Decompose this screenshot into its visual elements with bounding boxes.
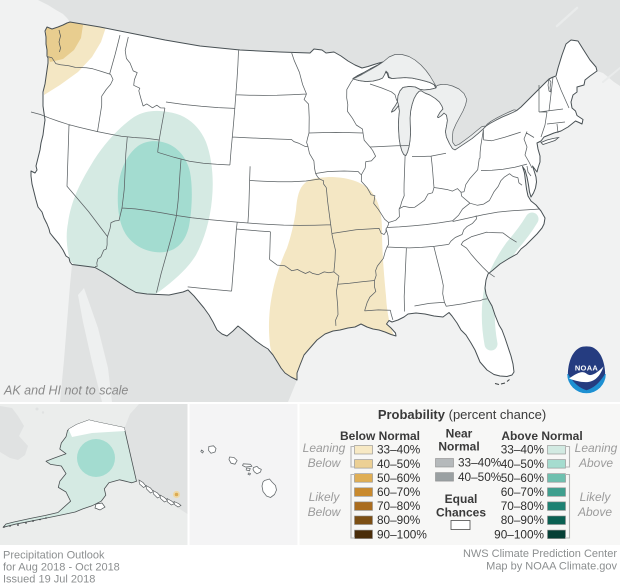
svg-text:Likely: Likely	[580, 490, 612, 504]
svg-text:Likely: Likely	[309, 490, 341, 504]
svg-text:Precipitation Outlook: Precipitation Outlook	[3, 550, 105, 562]
svg-text:NOAA: NOAA	[575, 364, 599, 373]
svg-text:Below: Below	[308, 505, 342, 519]
svg-text:Above: Above	[578, 456, 613, 470]
svg-text:Issued 19 Jul 2018: Issued 19 Jul 2018	[3, 574, 95, 585]
svg-text:60–70%: 60–70%	[377, 485, 421, 499]
svg-text:90–100%: 90–100%	[377, 527, 427, 541]
svg-text:40–50%: 40–50%	[501, 457, 545, 471]
svg-text:33–40%: 33–40%	[377, 443, 421, 457]
svg-text:50–60%: 50–60%	[501, 471, 545, 485]
svg-text:AK and HI not to scale: AK and HI not to scale	[3, 384, 128, 398]
svg-text:Near: Near	[446, 427, 473, 441]
svg-text:Below Normal: Below Normal	[340, 429, 420, 443]
svg-text:80–90%: 80–90%	[501, 513, 545, 527]
svg-text:40–50%: 40–50%	[458, 470, 502, 484]
svg-text:Normal: Normal	[438, 440, 479, 454]
svg-text:Above: Above	[577, 505, 612, 519]
svg-text:80–90%: 80–90%	[377, 513, 421, 527]
svg-text:Above Normal: Above Normal	[501, 429, 582, 443]
svg-text:70–80%: 70–80%	[377, 499, 421, 513]
svg-text:Leaning: Leaning	[303, 441, 346, 455]
svg-text:50–60%: 50–60%	[377, 471, 421, 485]
svg-text:70–80%: 70–80%	[501, 499, 545, 513]
svg-text:33–40%: 33–40%	[501, 443, 545, 457]
svg-text:Leaning: Leaning	[575, 441, 618, 455]
svg-text:40–50%: 40–50%	[377, 457, 421, 471]
svg-text:Map by NOAA Climate.gov: Map by NOAA Climate.gov	[486, 561, 617, 573]
svg-text:90–100%: 90–100%	[494, 527, 544, 541]
svg-text:Probability (percent chance): Probability (percent chance)	[378, 407, 546, 422]
svg-text:Chances: Chances	[436, 506, 486, 520]
svg-text:Equal: Equal	[445, 492, 478, 506]
svg-text:33–40%: 33–40%	[458, 456, 502, 470]
svg-text:NWS Climate Prediction Center: NWS Climate Prediction Center	[463, 548, 617, 560]
svg-text:Below: Below	[308, 456, 342, 470]
svg-text:60–70%: 60–70%	[501, 485, 545, 499]
svg-text:for Aug 2018 - Oct 2018: for Aug 2018 - Oct 2018	[3, 562, 120, 574]
